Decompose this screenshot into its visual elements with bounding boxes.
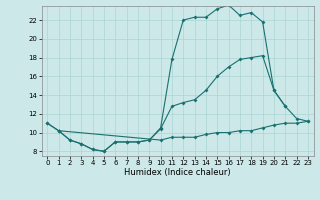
X-axis label: Humidex (Indice chaleur): Humidex (Indice chaleur) — [124, 168, 231, 177]
